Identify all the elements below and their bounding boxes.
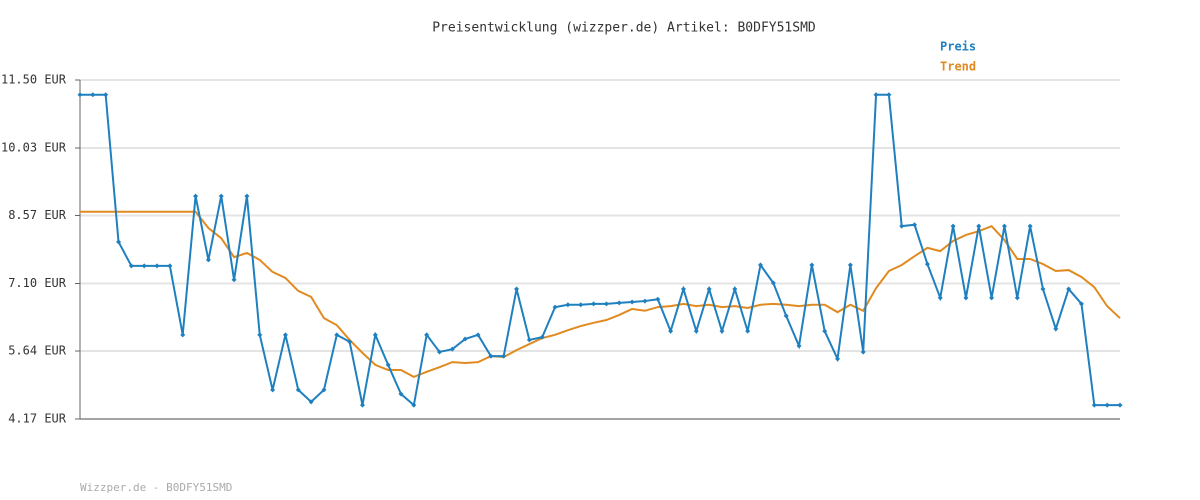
point-marker (899, 223, 905, 229)
y-tick-label: 4.17 EUR (8, 412, 67, 426)
point-marker (552, 304, 558, 310)
point-marker (347, 339, 353, 345)
point-marker (90, 92, 96, 98)
point-marker (116, 239, 122, 245)
point-marker (1053, 326, 1059, 332)
point-marker (257, 332, 263, 338)
point-marker (501, 353, 507, 359)
point-marker (1001, 223, 1007, 229)
point-marker (616, 300, 622, 306)
point-marker (963, 295, 969, 301)
point-marker (231, 277, 237, 283)
point-marker (282, 332, 288, 338)
point-marker (757, 262, 763, 268)
point-marker (989, 295, 995, 301)
point-marker (937, 295, 943, 301)
point-marker (873, 92, 879, 98)
point-marker (398, 391, 404, 397)
legend-label: Preis (940, 40, 976, 54)
point-marker (514, 286, 520, 292)
point-marker (783, 313, 789, 319)
y-tick-label: 5.64 EUR (8, 344, 67, 358)
point-marker (437, 349, 443, 355)
point-marker (385, 362, 391, 368)
point-marker (847, 262, 853, 268)
point-marker (835, 356, 841, 362)
point-marker (526, 337, 532, 343)
point-marker (1027, 223, 1033, 229)
point-marker (770, 280, 776, 286)
point-marker (154, 263, 160, 269)
point-marker (642, 298, 648, 304)
point-marker (77, 92, 83, 98)
point-marker (924, 261, 930, 267)
point-marker (270, 387, 276, 393)
point-marker (578, 302, 584, 308)
point-marker (668, 328, 674, 334)
point-marker (745, 328, 751, 334)
point-marker (976, 223, 982, 229)
point-marker (218, 193, 224, 199)
point-marker (693, 328, 699, 334)
point-marker (796, 343, 802, 349)
point-marker (411, 402, 417, 408)
point-marker (488, 353, 494, 359)
point-marker (449, 346, 455, 352)
point-marker (912, 222, 918, 228)
point-marker (680, 286, 686, 292)
point-marker (1117, 402, 1123, 408)
point-marker (321, 387, 327, 393)
point-marker (822, 328, 828, 334)
point-marker (603, 301, 609, 307)
point-marker (860, 349, 866, 355)
point-marker (1066, 286, 1072, 292)
point-marker (295, 387, 301, 393)
series-line (80, 210, 1121, 379)
point-marker (141, 263, 147, 269)
point-marker (372, 332, 378, 338)
point-marker (475, 332, 481, 338)
point-marker (193, 193, 199, 199)
point-marker (462, 336, 468, 342)
y-tick-label: 10.03 EUR (1, 140, 67, 154)
y-tick-label: 8.57 EUR (8, 208, 67, 222)
point-marker (719, 328, 725, 334)
point-marker (1078, 301, 1084, 307)
point-marker (244, 193, 250, 199)
point-marker (167, 263, 173, 269)
footer: Wizzper.de - B0DFY51SMD (80, 481, 232, 494)
series-line (80, 93, 1120, 408)
point-marker (565, 302, 571, 308)
point-marker (1104, 402, 1110, 408)
point-marker (308, 399, 314, 405)
point-marker (706, 286, 712, 292)
point-marker (180, 332, 186, 338)
legend-label: Trend (940, 60, 976, 74)
point-marker (591, 301, 597, 307)
point-marker (655, 296, 661, 302)
point-marker (1091, 402, 1097, 408)
point-marker (539, 334, 545, 340)
y-tick-label: 7.10 EUR (8, 276, 67, 290)
point-marker (1040, 286, 1046, 292)
point-marker (886, 92, 892, 98)
y-tick-label: 11.50 EUR (1, 73, 67, 87)
point-marker (950, 223, 956, 229)
point-marker (629, 299, 635, 305)
point-marker (205, 257, 211, 263)
point-marker (359, 402, 365, 408)
point-marker (103, 92, 109, 98)
chart-title: Preisentwicklung (wizzper.de) Artikel: B… (432, 21, 816, 36)
point-marker (334, 332, 340, 338)
point-marker (732, 286, 738, 292)
point-marker (1014, 295, 1020, 301)
point-marker (424, 332, 430, 338)
point-marker (809, 262, 815, 268)
point-marker (128, 263, 134, 269)
